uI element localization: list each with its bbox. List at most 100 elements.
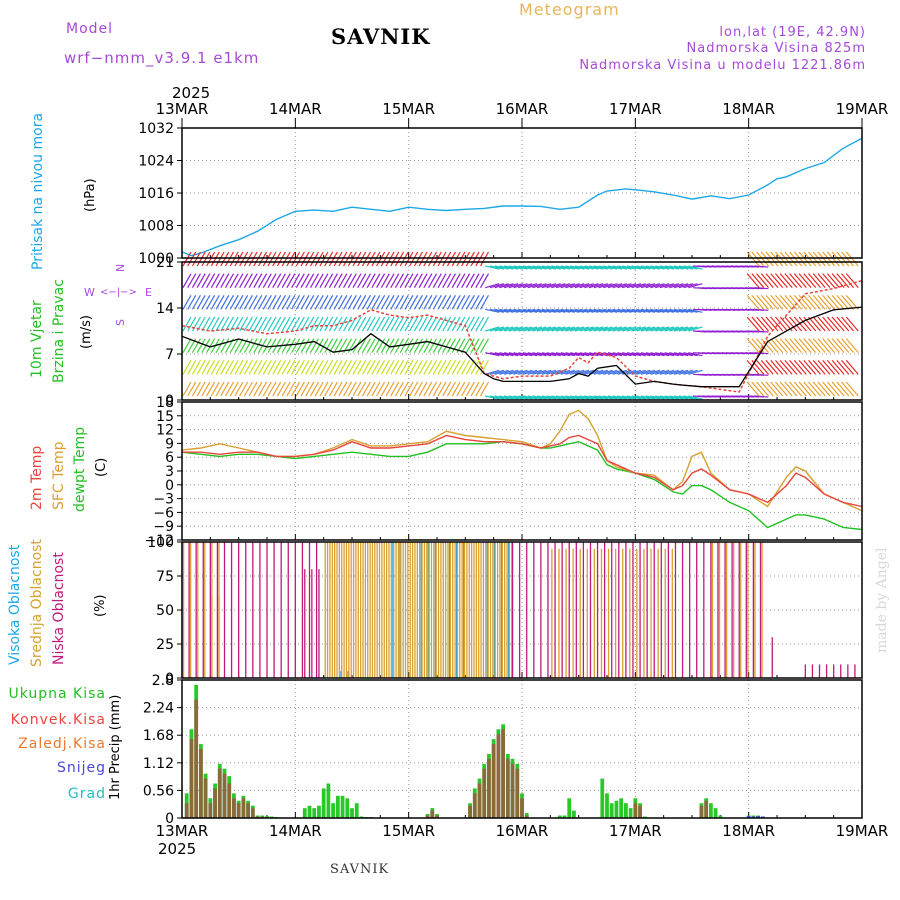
wind-barb [343,295,353,310]
wind-barb [461,360,471,375]
wind-barb [276,316,286,332]
wind-barb [191,316,201,332]
wind-barb [836,251,850,267]
wind-barb [574,352,590,357]
wind-barb [324,360,334,375]
wind-barb [376,381,386,397]
wind-barb [191,338,201,353]
wind-barb [328,273,338,288]
wind-barb [598,395,613,400]
model-label: Model [66,21,114,37]
precip-conv-bar [208,803,213,818]
wind-barb [565,369,580,375]
wind-barb [461,273,471,288]
wind-barb [756,316,770,332]
wind-barb [669,352,684,357]
wind-barb [206,295,216,310]
wind-barb [243,338,253,353]
wind-barb [812,381,826,397]
wind-barb [593,308,608,313]
wind-barb [527,308,542,313]
wind-barb [258,316,268,332]
wind-barb [409,360,419,375]
wind-barb [404,381,414,397]
precip-conv-bar [222,773,227,818]
precip-conv-bar [246,803,250,818]
precip-total-bar [572,810,576,818]
precip-total-bar [567,798,572,818]
wind-barb [622,352,637,357]
wind-barb [826,316,840,332]
wind-barb [220,338,230,353]
wind-barb [305,295,315,310]
wind-barb [413,381,423,397]
wind-barb [239,273,249,288]
wind-barb [390,316,400,332]
wind-barb [831,273,845,289]
wind-barb [248,273,258,288]
wind-barb [371,251,381,267]
wind-barb [210,381,220,397]
wind-barb [446,360,456,375]
legend-frozen-rain: Zaledj.Kisa [18,736,106,752]
wind-barb [338,360,348,375]
wind-barb [560,395,575,400]
wind-barb [465,295,475,310]
wind-barb [756,294,770,310]
wind-barb [688,352,703,357]
wind-barb [479,251,490,267]
wind-barb [669,308,684,313]
wind-barb [664,265,679,270]
wind-barb [683,265,698,270]
wind-barb [537,352,552,357]
wind-barb [276,295,286,310]
wind-barb [664,395,679,400]
wind-barb [394,360,405,375]
wind-barb [765,316,779,332]
wind-barb [418,295,428,310]
wind-barb [423,360,433,375]
wind-barb [451,381,461,397]
precip-conv-bar [227,783,232,818]
wind-barb [328,251,338,267]
wind-barb [789,251,803,267]
wind-barb [537,369,552,375]
wind-barb [508,308,523,313]
precip-conv-bar [699,805,704,818]
wind-barb [751,294,765,310]
wind-barb [361,251,371,267]
wind-barb [612,326,627,332]
wind-barb [527,369,542,375]
wind-barb [812,359,826,375]
precip-conv-bar [491,744,496,818]
wind-barb [760,381,774,397]
wind-barb [622,265,637,270]
wind-barb [489,395,505,400]
wind-barb [784,294,798,310]
compass-south: S [114,319,127,326]
wind-barb [631,326,646,332]
wind-barb [513,308,528,313]
wind-barb [343,381,353,397]
wind-barb [229,360,239,375]
wind-barb [343,316,353,332]
wind-barb [645,308,660,313]
wind-barb [555,265,571,270]
precip-ytick-label: 1.68 [143,728,174,744]
wind-barb [650,308,665,313]
wind-barb [503,283,519,289]
precip-conv-bar [510,763,515,818]
wind-barb [432,273,442,288]
wind-barb [475,295,485,310]
top-date-label: 16MAR [496,100,549,118]
precip-conv-bar [241,798,246,818]
wind-barb [446,381,456,397]
wind-barb [546,352,561,357]
wind-barb [588,265,604,270]
wind-barb [808,338,821,354]
wind-barb [399,295,409,310]
wind-barb [593,265,608,270]
wind-barb [380,273,390,288]
wind-barb [281,381,291,397]
wind-barb [845,381,859,397]
